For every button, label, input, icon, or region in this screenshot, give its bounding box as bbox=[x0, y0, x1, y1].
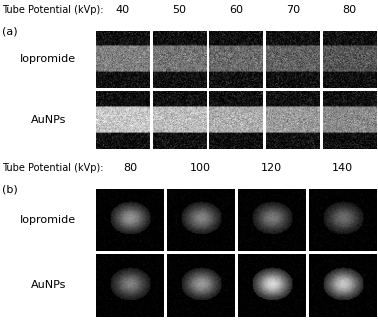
Text: (b): (b) bbox=[2, 184, 18, 194]
Text: AuNPs: AuNPs bbox=[31, 280, 66, 290]
Text: Iopromide: Iopromide bbox=[20, 54, 76, 65]
Text: Tube Potential (kVp):: Tube Potential (kVp): bbox=[2, 163, 104, 173]
Text: 70: 70 bbox=[286, 5, 300, 15]
Text: 80: 80 bbox=[123, 163, 137, 173]
Text: 50: 50 bbox=[172, 5, 187, 15]
Text: 60: 60 bbox=[229, 5, 243, 15]
Text: AuNPs: AuNPs bbox=[31, 115, 66, 125]
Text: 40: 40 bbox=[116, 5, 130, 15]
Text: 80: 80 bbox=[342, 5, 357, 15]
Text: 140: 140 bbox=[332, 163, 353, 173]
Text: 100: 100 bbox=[190, 163, 211, 173]
Text: 120: 120 bbox=[261, 163, 282, 173]
Text: Iopromide: Iopromide bbox=[20, 215, 76, 225]
Text: Tube Potential (kVp):: Tube Potential (kVp): bbox=[2, 5, 104, 15]
Text: (a): (a) bbox=[2, 26, 17, 36]
